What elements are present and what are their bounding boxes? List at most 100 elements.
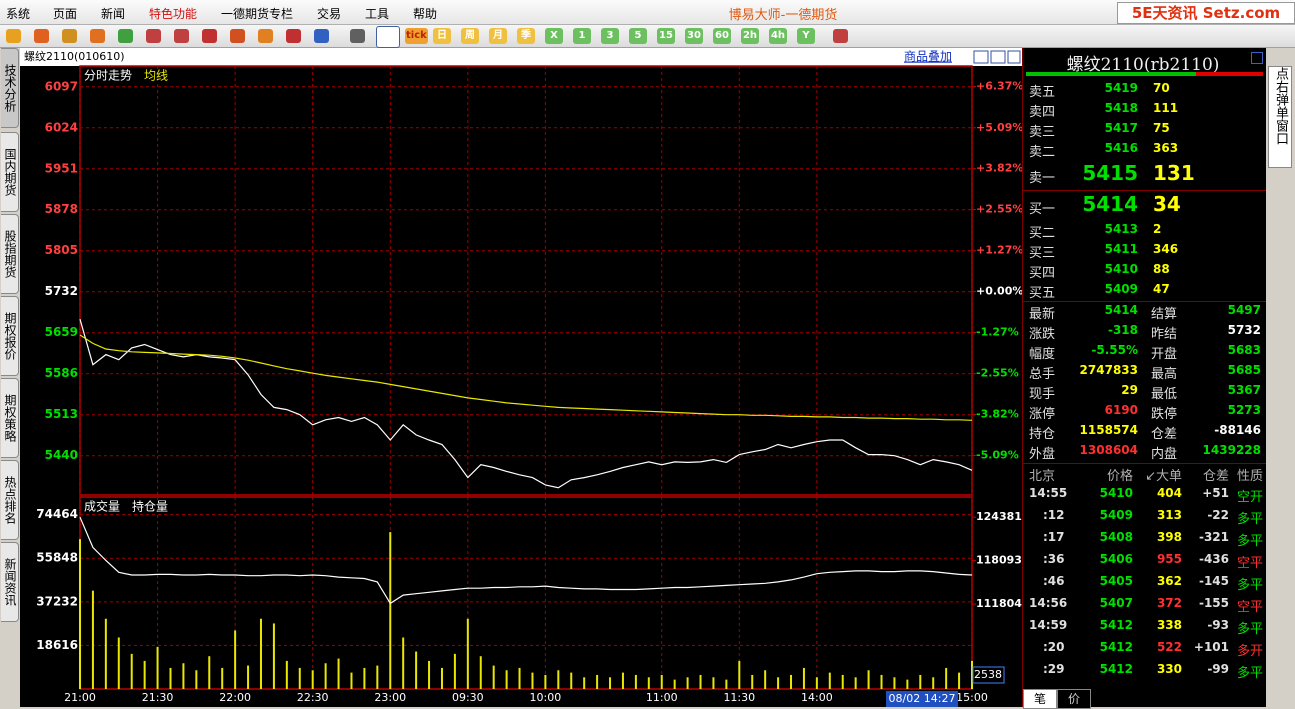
overlay-button[interactable]: 商品叠加: [904, 49, 952, 64]
toolbar-button[interactable]: 季: [517, 28, 535, 44]
trade-volume: 955: [1156, 552, 1182, 566]
volume-bar: [259, 618, 262, 689]
stat-value: -5.55%: [1091, 343, 1138, 357]
side-tab[interactable]: 股指期货: [1, 214, 19, 294]
volume-bar: [660, 674, 663, 689]
volume-bar: [634, 674, 637, 689]
menu-item[interactable]: 新闻: [101, 7, 126, 21]
volume-bar: [828, 672, 831, 689]
book-label: 买五: [1029, 286, 1056, 301]
icon[interactable]: [174, 29, 189, 43]
plot-frame: [79, 65, 973, 496]
quote-title: 螺纹2110(rb2110): [1066, 55, 1220, 75]
icon[interactable]: [258, 29, 273, 43]
bottom-tab[interactable]: 笔: [1023, 689, 1057, 709]
menu-item[interactable]: 交易: [317, 7, 342, 21]
toolbar-button[interactable]: 5: [629, 28, 647, 44]
trade-nature: 空平: [1236, 600, 1263, 615]
toolbar-button[interactable]: 1: [573, 28, 591, 44]
contract-label: 螺纹2110(010610): [24, 49, 125, 63]
icon[interactable]: [34, 29, 49, 43]
trade-header: 价格: [1106, 469, 1133, 484]
icon[interactable]: [202, 29, 217, 43]
volume-bar: [453, 653, 456, 689]
window-title: 博易大师-一德期货: [728, 8, 838, 23]
toolbar-button[interactable]: 15: [657, 28, 675, 44]
menu-item[interactable]: 页面: [53, 7, 78, 21]
volume-bar: [311, 670, 314, 689]
toolbar-button[interactable]: 60: [713, 28, 731, 44]
icon[interactable]: [350, 29, 365, 43]
stat-label: 跌停: [1151, 407, 1178, 422]
book-volume: 111: [1153, 101, 1179, 115]
volume-bar: [570, 672, 573, 689]
trade-nature: 空平: [1236, 556, 1263, 571]
menu-item[interactable]: 工具: [365, 7, 390, 21]
menu-item[interactable]: 特色功能: [149, 7, 198, 21]
book-price: 5414: [1082, 192, 1138, 216]
y2-tick-label: +5.09%: [976, 121, 1022, 134]
volume-bar: [337, 658, 340, 689]
icon[interactable]: [6, 29, 21, 43]
y-tick-label: 5513: [45, 407, 78, 421]
volume-bar: [932, 677, 935, 689]
side-tab[interactable]: 新闻资讯: [1, 542, 19, 622]
icon[interactable]: [118, 29, 133, 43]
header-icon[interactable]: [1007, 50, 1021, 64]
toolbar-button[interactable]: X: [545, 28, 563, 44]
toolbar-button[interactable]: 2h: [741, 28, 759, 44]
header-icon[interactable]: [973, 50, 989, 64]
x-tick-label: 21:30: [142, 691, 174, 704]
book-label: 卖五: [1029, 85, 1056, 100]
toolbar-button[interactable]: tick: [405, 28, 428, 44]
bottom-tab[interactable]: 价: [1057, 689, 1091, 709]
icon[interactable]: [62, 29, 77, 43]
book-label: 买一: [1029, 202, 1056, 217]
toolbar-button[interactable]: 4h: [769, 28, 787, 44]
trade-volume: 338: [1156, 618, 1182, 632]
volume-bar: [673, 679, 676, 689]
icon[interactable]: [1251, 52, 1263, 64]
book-volume: 70: [1153, 81, 1170, 95]
line-series: [79, 334, 973, 421]
volume-bar: [919, 674, 922, 689]
x-tick-label: 10:00: [530, 691, 562, 704]
side-tab[interactable]: 期权策略: [1, 378, 19, 458]
trade-oi-change: -436: [1198, 552, 1229, 566]
menu-item[interactable]: 一德期货专栏: [221, 7, 294, 21]
toolbar-button[interactable]: 日: [433, 28, 451, 44]
icon[interactable]: [833, 29, 848, 43]
icon[interactable]: [314, 29, 329, 43]
side-tab[interactable]: 期权报价: [1, 296, 19, 376]
y-tick-label: 5586: [45, 366, 78, 380]
side-tab[interactable]: 热点排名: [1, 460, 19, 540]
toolbar-button[interactable]: Y: [797, 28, 815, 44]
right-tab-area: 点右弹单窗口: [1266, 48, 1295, 707]
book-price: 5416: [1104, 141, 1138, 155]
header-icon[interactable]: [990, 50, 1006, 64]
side-tab[interactable]: 技术分析: [1, 48, 19, 128]
volume-bar: [440, 667, 443, 689]
stat-value: 5414: [1104, 303, 1138, 317]
toolbar-button[interactable]: 周: [461, 28, 479, 44]
icon[interactable]: [286, 29, 301, 43]
stat-value: 5685: [1227, 363, 1261, 377]
y-tick-label: 5659: [45, 325, 78, 339]
volume-bar: [208, 656, 211, 689]
icon[interactable]: [90, 29, 105, 43]
toolbar-button[interactable]: 月: [489, 28, 507, 44]
icon[interactable]: [230, 29, 245, 43]
side-tab[interactable]: 国内期货: [1, 132, 19, 212]
menu-item[interactable]: 帮助: [413, 7, 438, 21]
volume-bar: [91, 590, 94, 689]
right-tab[interactable]: 点右弹单窗口: [1268, 66, 1292, 168]
y-tick-label: 74464: [36, 507, 78, 521]
icon[interactable]: [146, 29, 161, 43]
icon[interactable]: [376, 26, 400, 48]
toolbar-button[interactable]: 3: [601, 28, 619, 44]
toolbar-button[interactable]: 30: [685, 28, 703, 44]
menu-item[interactable]: 系统: [6, 7, 31, 21]
volume-bar: [428, 660, 431, 689]
trade-time: :29: [1043, 662, 1065, 676]
cursor-value: 2538: [974, 668, 1002, 681]
